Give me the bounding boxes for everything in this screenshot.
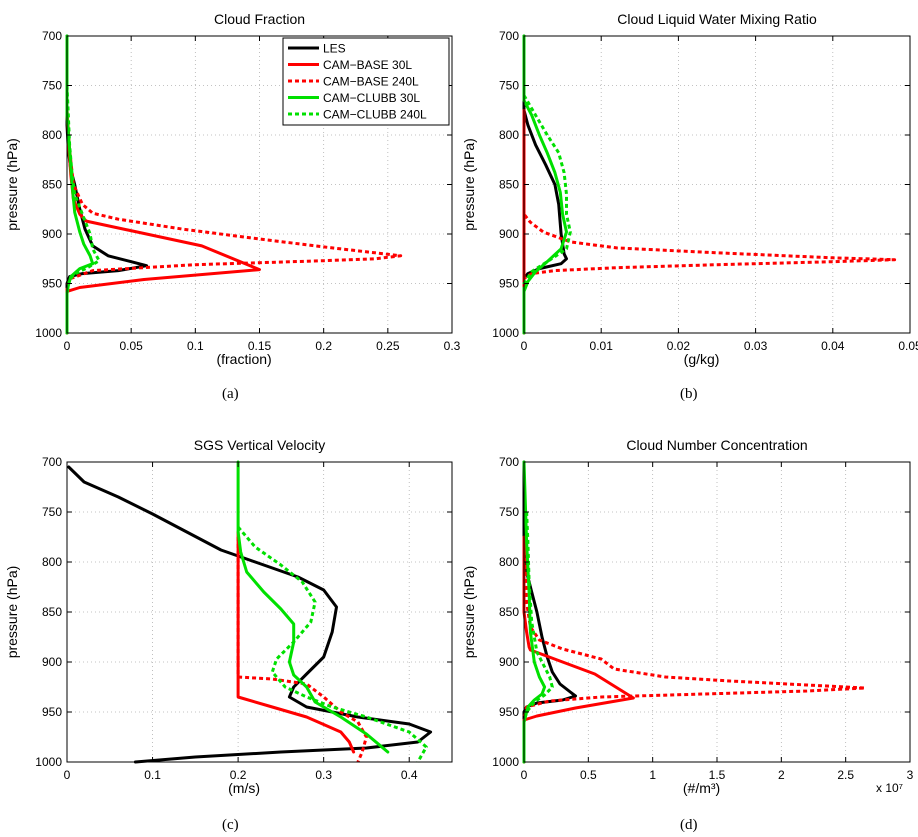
y-tick-label: 700	[499, 455, 519, 469]
legend-label: CAM−BASE 30L	[323, 58, 412, 72]
x-tick-label: 0.1	[187, 339, 204, 353]
x-tick-label: 0	[64, 339, 71, 353]
y-tick-label: 800	[499, 555, 519, 569]
x-axis-label: (#/m³)	[683, 780, 720, 796]
panel-d-caption: (d)	[680, 817, 698, 833]
x-tick-label: 0.04	[821, 339, 845, 353]
panel-c: 0 0.1 0.2 0.3 0.4 700 750 800 850 900 950 1000 SGS V…	[4, 437, 453, 796]
legend-label: CAM−CLUBB 30L	[323, 91, 420, 105]
series-line-cam-clubb-240l	[522, 511, 554, 762]
y-tick-label: 750	[499, 79, 519, 93]
y-tick-label: 800	[42, 128, 62, 142]
y-tick-label: 850	[499, 178, 519, 192]
x-tick-label: 0.2	[315, 339, 332, 353]
x-axis-label: (g/kg)	[684, 351, 720, 367]
x-tick-label: 0.3	[315, 768, 332, 782]
series-line-cam-base-240l	[236, 537, 368, 763]
x-tick-label: 0	[64, 768, 71, 782]
y-tick-label: 950	[42, 277, 62, 291]
x-tick-label: 2	[778, 768, 785, 782]
y-tick-label: 850	[42, 178, 62, 192]
y-tick-label: 1000	[35, 326, 62, 340]
y-tick-label: 750	[499, 505, 519, 519]
series-line-cam-base-240l	[65, 110, 403, 333]
x-tick-label: 0.25	[376, 339, 400, 353]
y-tick-label: 950	[42, 705, 62, 719]
series-line-cam-base-30l	[522, 535, 635, 764]
panel-c-caption: (c)	[222, 817, 239, 833]
x-tick-label: 0.1	[144, 768, 161, 782]
y-tick-label: 900	[499, 655, 519, 669]
x-axis-multiplier: x 10⁷	[876, 781, 903, 795]
x-tick-label: 0.03	[744, 339, 768, 353]
chart-title: Cloud Number Concentration	[626, 437, 807, 453]
y-tick-label: 700	[42, 455, 62, 469]
series-line-cam-clubb-240l	[236, 526, 428, 763]
panel-a-caption: (a)	[222, 386, 239, 402]
x-tick-label: 0.05	[898, 339, 918, 353]
series-line-cam-clubb-30l	[522, 34, 568, 335]
y-tick-label: 950	[499, 705, 519, 719]
x-tick-label: 0.01	[590, 339, 614, 353]
y-tick-label: 800	[499, 128, 519, 142]
x-tick-label: 0.4	[401, 768, 418, 782]
x-tick-label: 3	[907, 768, 914, 782]
y-tick-label: 1000	[492, 326, 519, 340]
x-tick-label: 1.5	[709, 768, 726, 782]
x-tick-label: 2.5	[837, 768, 854, 782]
y-tick-label: 700	[42, 29, 62, 43]
series-line-les	[67, 465, 433, 764]
y-tick-label: 700	[499, 29, 519, 43]
panel-a: 0 0.05 0.1 0.15 0.2 0.25 0.3 700 750 800 850 900 950…	[4, 11, 461, 367]
series-line-cam-clubb-240l	[522, 94, 572, 333]
y-tick-label: 850	[499, 605, 519, 619]
x-tick-label: 0	[521, 339, 528, 353]
series-line-cam-base-30l	[65, 108, 261, 335]
panel-d: 0 0.5 1 1.5 2 2.5 3 700 750 800 850 900 950 1000 Cloud…	[461, 437, 914, 796]
y-tick-label: 900	[499, 227, 519, 241]
y-axis-label: pressure (hPa)	[4, 138, 20, 231]
series-line-cam-clubb-240l	[65, 85, 101, 333]
y-tick-label: 1000	[492, 755, 519, 769]
x-axis-label: (m/s)	[228, 780, 260, 796]
x-tick-label: 0.3	[444, 339, 461, 353]
x-axis-label: (fraction)	[216, 351, 271, 367]
x-tick-label: 0.15	[248, 339, 272, 353]
x-tick-label: 0.5	[580, 768, 597, 782]
x-tick-label: 0.05	[119, 339, 143, 353]
x-tick-label: 1	[649, 768, 656, 782]
x-tick-label: 0.2	[230, 768, 247, 782]
y-tick-label: 800	[42, 555, 62, 569]
y-tick-label: 900	[42, 655, 62, 669]
y-tick-label: 750	[42, 79, 62, 93]
y-tick-label: 950	[499, 277, 519, 291]
chart-title: SGS Vertical Velocity	[194, 437, 326, 453]
series-line-cam-base-240l	[522, 536, 867, 762]
y-axis-label: pressure (hPa)	[4, 566, 20, 659]
panel-b-caption: (b)	[680, 386, 698, 402]
y-tick-label: 1000	[35, 755, 62, 769]
x-tick-label: 0.02	[667, 339, 691, 353]
legend-label: CAM−CLUBB 240L	[323, 108, 427, 122]
chart-title: Cloud Liquid Water Mixing Ratio	[617, 11, 817, 27]
legend: LES CAM−BASE 30L CAM−BASE 240L CAM−CLUBB 30…	[282, 37, 450, 126]
legend-label: LES	[323, 42, 346, 56]
chart-title: Cloud Fraction	[214, 11, 305, 27]
legend-label: CAM−BASE 240L	[323, 75, 419, 89]
y-tick-label: 850	[42, 605, 62, 619]
series-line-cam-base-240l	[522, 110, 897, 333]
series-line-cam-base-30l	[236, 530, 356, 754]
panel-b: 0 0.01 0.02 0.03 0.04 0.05 700 750 800 850 900 950 1…	[461, 11, 918, 367]
y-axis-label: pressure (hPa)	[461, 566, 477, 659]
x-tick-label: 0	[521, 768, 528, 782]
y-axis-label: pressure (hPa)	[461, 138, 477, 231]
y-tick-label: 750	[42, 505, 62, 519]
y-tick-label: 900	[42, 227, 62, 241]
